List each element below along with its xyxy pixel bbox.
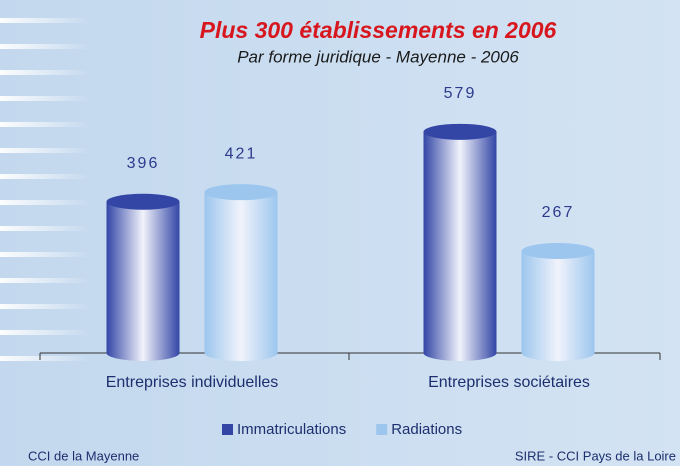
bar — [521, 251, 595, 361]
bar — [106, 201, 180, 361]
stripe — [0, 356, 90, 361]
bar-top — [423, 123, 497, 140]
value-label: 421 — [225, 145, 258, 162]
x-tick-label: Entreprises individuelles — [106, 374, 279, 391]
x-tick-label: Entreprises sociétaires — [428, 374, 590, 391]
background-stripes — [0, 18, 90, 361]
stripe — [0, 278, 90, 283]
stripe — [0, 44, 90, 49]
stripe — [0, 148, 90, 153]
legend-label: Radiations — [391, 421, 462, 438]
stripe — [0, 96, 90, 101]
stripe — [0, 174, 90, 179]
value-label: 579 — [444, 85, 477, 102]
value-label: 396 — [127, 155, 160, 172]
stripe — [0, 226, 90, 231]
stripe — [0, 304, 90, 309]
stripe — [0, 70, 90, 75]
stripe — [0, 18, 90, 23]
chart-subtitle: Par forme juridique - Mayenne - 2006 — [237, 47, 519, 66]
stripe — [0, 200, 90, 205]
bar-top — [521, 243, 595, 260]
chart-title: Plus 300 établissements en 2006 — [200, 17, 557, 43]
legend-label: Immatriculations — [237, 421, 346, 438]
legend-swatch — [222, 424, 233, 435]
stripe — [0, 252, 90, 257]
bar-top — [106, 193, 180, 210]
value-label: 267 — [542, 204, 575, 221]
stripe — [0, 122, 90, 127]
footer-left: CCI de la Mayenne — [28, 448, 139, 463]
bar-top — [204, 184, 278, 201]
bar — [204, 192, 278, 361]
legend-swatch — [376, 424, 388, 435]
bar — [423, 131, 497, 361]
stripe — [0, 330, 90, 335]
footer-right: SIRE - CCI Pays de la Loire — [515, 448, 676, 463]
